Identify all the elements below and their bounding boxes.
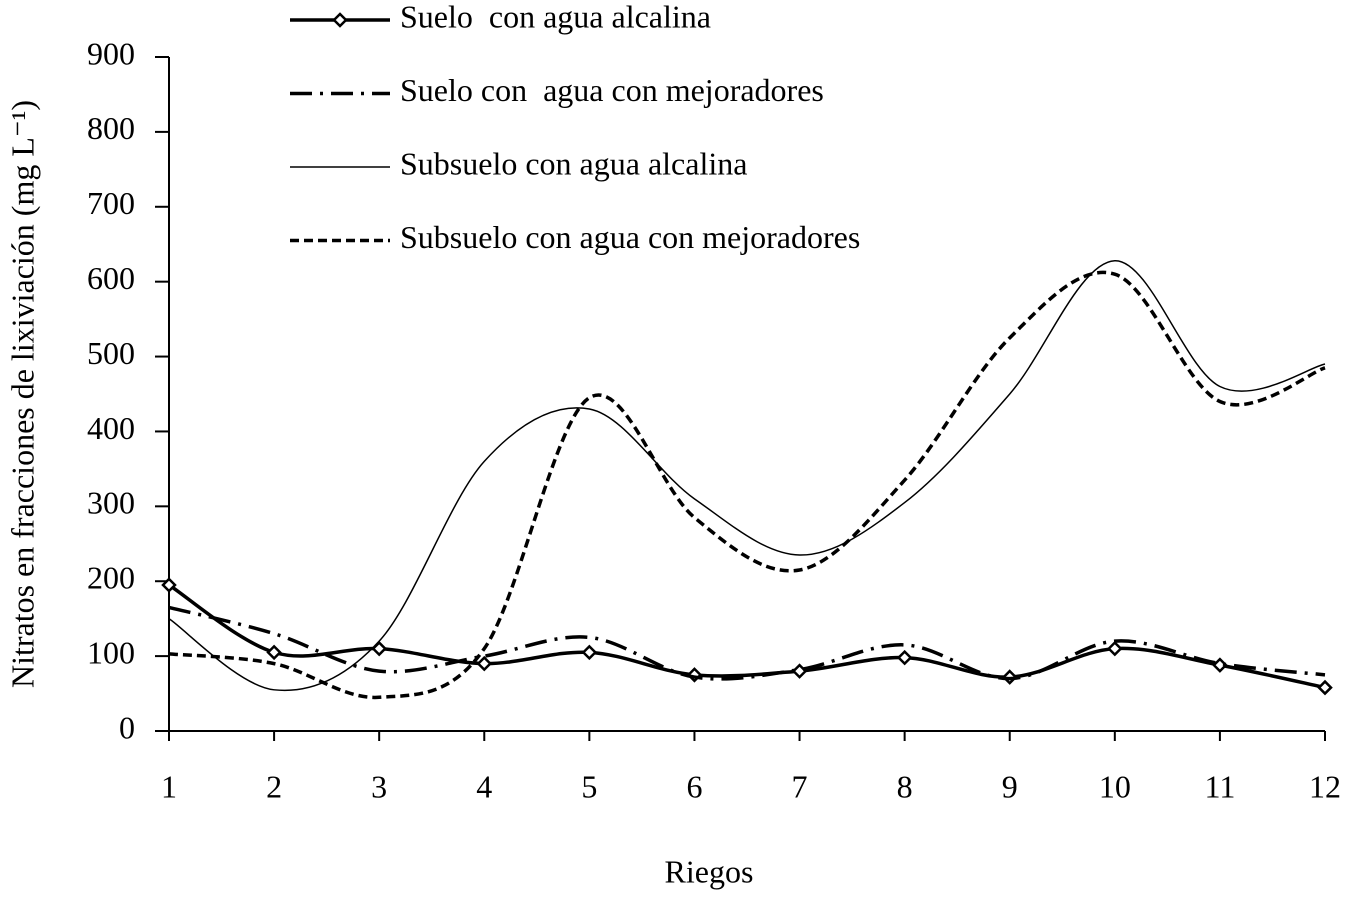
y-tick-label: 100 xyxy=(87,634,135,670)
x-tick-label: 12 xyxy=(1309,768,1341,804)
legend-marker xyxy=(332,12,348,28)
y-axis-label: Nitratos en fracciones de lixiviación (m… xyxy=(4,100,40,688)
series-line xyxy=(168,259,1326,692)
marker xyxy=(896,649,913,666)
legend-label: Subsuelo con agua con mejoradores xyxy=(400,219,860,255)
y-tick-label: 300 xyxy=(87,485,135,521)
y-tick-label: 200 xyxy=(87,560,135,596)
y-tick-label: 700 xyxy=(87,185,135,221)
x-tick-label: 8 xyxy=(897,768,913,804)
legend-label: Suelo con agua con mejoradores xyxy=(400,72,824,108)
series-line xyxy=(168,583,1326,690)
x-tick-label: 6 xyxy=(686,768,702,804)
legend-label: Subsuelo con agua alcalina xyxy=(400,145,747,181)
marker xyxy=(791,663,808,679)
y-tick-label: 900 xyxy=(87,35,135,71)
y-tick-label: 0 xyxy=(119,709,135,745)
y-tick-label: 800 xyxy=(87,110,135,146)
x-tick-label: 11 xyxy=(1205,768,1236,804)
marker xyxy=(371,640,387,657)
y-tick-label: 400 xyxy=(87,410,135,446)
marker xyxy=(161,577,177,593)
y-tick-label: 500 xyxy=(87,335,135,371)
marker xyxy=(476,655,493,672)
x-tick-label: 4 xyxy=(476,768,492,804)
marker xyxy=(1107,640,1123,657)
x-tick-label: 7 xyxy=(792,768,808,804)
x-tick-label: 5 xyxy=(581,768,597,804)
y-tick-label: 600 xyxy=(87,260,135,296)
x-tick-label: 2 xyxy=(266,768,282,804)
series-line xyxy=(168,605,1326,681)
marker xyxy=(581,644,598,661)
marker xyxy=(1317,679,1333,696)
series-line xyxy=(168,270,1326,700)
x-axis-label: Riegos xyxy=(665,853,754,889)
legend-label: Suelo con agua alcalina xyxy=(400,0,711,34)
x-tick-label: 1 xyxy=(161,768,177,804)
marker xyxy=(266,644,282,661)
x-tick-label: 9 xyxy=(1002,768,1018,804)
x-tick-label: 10 xyxy=(1099,768,1131,804)
x-tick-label: 3 xyxy=(371,768,387,804)
